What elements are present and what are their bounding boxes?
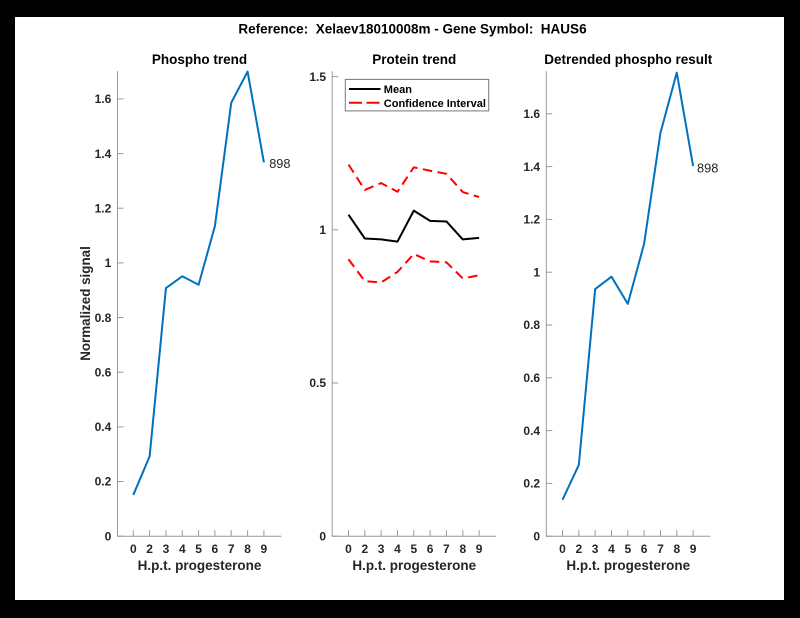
svg-text:7: 7	[443, 542, 450, 556]
svg-text:2: 2	[361, 542, 368, 556]
svg-text:1: 1	[533, 265, 540, 279]
svg-text:0.6: 0.6	[95, 365, 112, 379]
svg-text:1.5: 1.5	[309, 70, 326, 84]
svg-text:Mean: Mean	[384, 84, 412, 96]
svg-text:7: 7	[228, 542, 235, 556]
svg-text:0.2: 0.2	[95, 475, 112, 489]
svg-text:5: 5	[410, 542, 417, 556]
svg-text:8: 8	[673, 542, 680, 556]
svg-text:9: 9	[261, 542, 268, 556]
svg-text:8: 8	[244, 542, 251, 556]
svg-text:3: 3	[592, 542, 599, 556]
svg-text:0.5: 0.5	[309, 376, 326, 390]
svg-text:0.4: 0.4	[523, 424, 540, 438]
svg-text:0.4: 0.4	[95, 420, 112, 434]
svg-text:1: 1	[105, 256, 112, 270]
svg-text:8: 8	[459, 542, 466, 556]
svg-text:1.6: 1.6	[523, 107, 540, 121]
svg-text:6: 6	[212, 542, 219, 556]
svg-text:3: 3	[163, 542, 170, 556]
svg-text:9: 9	[690, 542, 697, 556]
svg-text:0.8: 0.8	[523, 318, 540, 332]
svg-text:6: 6	[641, 542, 648, 556]
svg-text:4: 4	[608, 542, 615, 556]
svg-text:1.4: 1.4	[523, 160, 540, 174]
svg-text:H.p.t. progesterone: H.p.t. progesterone	[352, 558, 476, 573]
svg-text:Protein trend: Protein trend	[372, 52, 456, 67]
svg-text:7: 7	[657, 542, 664, 556]
svg-text:Detrended phospho result: Detrended phospho result	[544, 52, 713, 67]
svg-text:Normalized signal: Normalized signal	[78, 246, 93, 361]
svg-text:5: 5	[195, 542, 202, 556]
svg-text:0: 0	[130, 542, 137, 556]
svg-text:5: 5	[624, 542, 631, 556]
svg-text:0: 0	[345, 542, 352, 556]
svg-text:0: 0	[533, 529, 540, 543]
svg-text:0: 0	[319, 529, 326, 543]
svg-text:1.4: 1.4	[95, 147, 112, 161]
svg-text:4: 4	[179, 542, 186, 556]
svg-text:0.6: 0.6	[523, 371, 540, 385]
svg-text:1: 1	[319, 223, 326, 237]
svg-text:3: 3	[378, 542, 385, 556]
svg-text:0.8: 0.8	[95, 311, 112, 325]
svg-text:898: 898	[697, 161, 718, 176]
svg-text:898: 898	[269, 156, 290, 171]
svg-text:9: 9	[476, 542, 483, 556]
svg-text:1.2: 1.2	[523, 213, 540, 227]
svg-text:0: 0	[559, 542, 566, 556]
svg-text:6: 6	[427, 542, 434, 556]
svg-text:1.2: 1.2	[95, 201, 112, 215]
svg-text:Confidence Interval: Confidence Interval	[384, 98, 486, 110]
svg-text:0.2: 0.2	[523, 477, 540, 491]
svg-text:H.p.t. progesterone: H.p.t. progesterone	[138, 558, 262, 573]
svg-text:1.6: 1.6	[95, 92, 112, 106]
svg-text:2: 2	[146, 542, 153, 556]
svg-text:Reference: Xelaev18010008m -: Reference: Xelaev18010008m - Gene Symbol…	[238, 22, 587, 37]
svg-text:Phospho trend: Phospho trend	[152, 52, 247, 67]
svg-text:4: 4	[394, 542, 401, 556]
svg-text:2: 2	[575, 542, 582, 556]
svg-text:H.p.t. progesterone: H.p.t. progesterone	[566, 558, 690, 573]
svg-text:0: 0	[105, 529, 112, 543]
